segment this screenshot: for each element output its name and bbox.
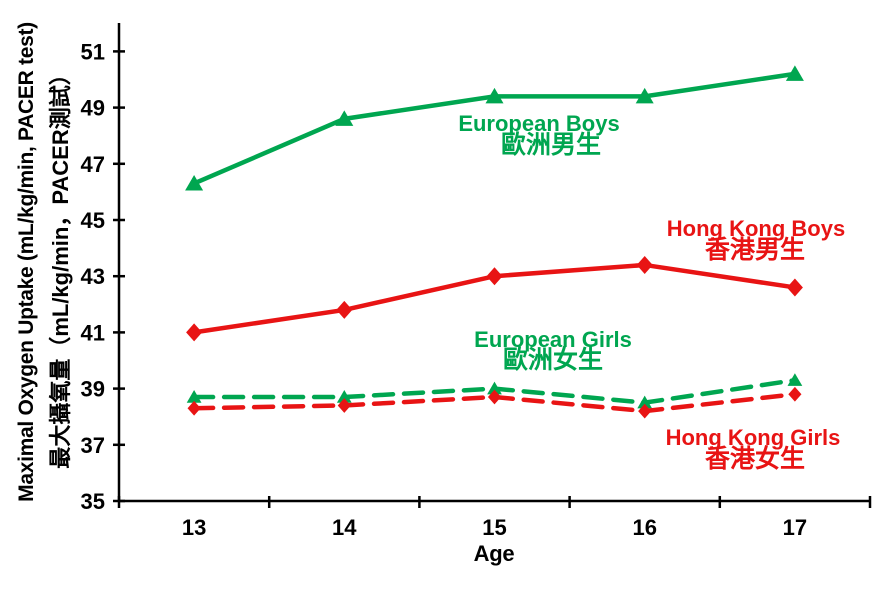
x-tick-label: 16 xyxy=(632,515,656,540)
triangle-marker-european-boys-age-17 xyxy=(785,65,804,81)
series-label-hong-kong-boys: Hong Kong Boys xyxy=(667,216,845,241)
diamond-marker-hong-kong-boys-age-16 xyxy=(636,255,653,274)
y-tick-label: 39 xyxy=(81,377,105,402)
triangle-marker-european-boys-age-16 xyxy=(635,87,654,104)
axes: 35 37 39 41 43 45 47 49 51 13 14 15 16 17 xyxy=(81,23,872,540)
diamond-marker-hong-kong-girls-age-14 xyxy=(337,398,351,413)
y-axis-title-chinese: 最大攝氧量（mL/kg/min，PACER測試） xyxy=(48,63,73,468)
series-label-zh-european-girls: 歐洲女生 xyxy=(503,345,603,374)
diamond-marker-hong-kong-girls-age-17 xyxy=(788,386,802,402)
triangle-marker-european-boys-age-13 xyxy=(185,174,204,191)
diamond-marker-hong-kong-boys-age-13 xyxy=(186,323,203,342)
series-label-hong-kong-girls: Hong Kong Girls xyxy=(666,425,841,450)
triangle-marker-european-girls-age-15 xyxy=(487,381,502,395)
y-tick-label: 49 xyxy=(81,96,105,121)
y-tick-label: 51 xyxy=(81,39,105,64)
series-label-zh-hong-kong-boys: 香港男生 xyxy=(705,235,805,264)
series-label-european-boys: European Boys xyxy=(458,111,619,136)
triangle-marker-european-boys-age-15 xyxy=(485,87,504,104)
diamond-marker-hong-kong-boys-age-14 xyxy=(336,300,353,319)
diamond-marker-hong-kong-girls-age-16 xyxy=(638,403,652,419)
series-label-zh-european-boys: 歐洲男生 xyxy=(501,131,601,159)
y-tick-label: 45 xyxy=(81,208,105,233)
y-tick-label: 41 xyxy=(81,320,105,345)
y-axis-title-english: Maximal Oxygen Uptake (mL/kg/min, PACER … xyxy=(15,22,38,502)
series-label-european-girls: European Girls xyxy=(474,327,632,352)
y-tick-label: 47 xyxy=(81,152,105,177)
data-series xyxy=(185,65,804,419)
triangle-marker-european-girls-age-13 xyxy=(186,390,202,403)
axis-lines xyxy=(117,23,870,503)
triangle-marker-european-girls-age-17 xyxy=(787,373,803,386)
diamond-marker-hong-kong-boys-age-17 xyxy=(786,278,803,297)
y-tick-label: 43 xyxy=(81,264,105,289)
y-tick-label: 35 xyxy=(81,489,105,514)
x-tick-label: 14 xyxy=(332,515,357,540)
x-tick-label: 13 xyxy=(182,515,206,540)
x-tick-label: 17 xyxy=(783,515,807,540)
triangle-marker-european-girls-age-14 xyxy=(336,390,352,403)
x-tick-label: 15 xyxy=(482,515,506,540)
y-tick-label: 37 xyxy=(81,433,105,458)
triangle-marker-european-girls-age-16 xyxy=(637,395,653,409)
series-label-zh-hong-kong-girls: 香港女生 xyxy=(705,444,805,473)
diamond-marker-hong-kong-girls-age-13 xyxy=(187,400,201,416)
x-axis-title: Age xyxy=(474,541,515,566)
diamond-marker-hong-kong-boys-age-15 xyxy=(486,267,503,286)
diamond-marker-hong-kong-girls-age-15 xyxy=(487,389,502,405)
triangle-marker-european-boys-age-14 xyxy=(335,110,354,126)
